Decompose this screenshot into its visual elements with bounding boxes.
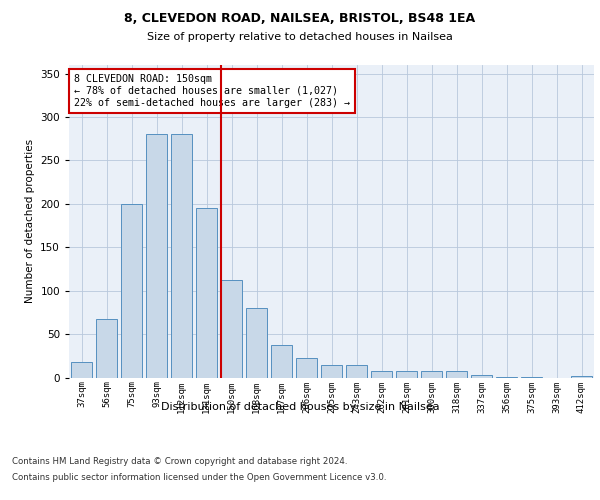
Text: Contains HM Land Registry data © Crown copyright and database right 2024.: Contains HM Land Registry data © Crown c… bbox=[12, 458, 347, 466]
Bar bbox=[471, 375, 492, 378]
Bar bbox=[446, 372, 467, 378]
Bar bbox=[196, 208, 217, 378]
Text: 8, CLEVEDON ROAD, NAILSEA, BRISTOL, BS48 1EA: 8, CLEVEDON ROAD, NAILSEA, BRISTOL, BS48… bbox=[124, 12, 476, 26]
Y-axis label: Number of detached properties: Number of detached properties bbox=[25, 139, 35, 304]
Bar bbox=[296, 358, 317, 378]
Bar bbox=[221, 280, 242, 378]
Text: Distribution of detached houses by size in Nailsea: Distribution of detached houses by size … bbox=[161, 402, 439, 412]
Bar bbox=[571, 376, 592, 378]
Bar bbox=[421, 370, 442, 378]
Bar bbox=[396, 372, 417, 378]
Bar bbox=[521, 376, 542, 378]
Bar bbox=[96, 320, 117, 378]
Bar bbox=[121, 204, 142, 378]
Bar bbox=[71, 362, 92, 378]
Bar bbox=[371, 370, 392, 378]
Bar bbox=[271, 344, 292, 378]
Text: Contains public sector information licensed under the Open Government Licence v3: Contains public sector information licen… bbox=[12, 472, 386, 482]
Bar bbox=[321, 366, 342, 378]
Bar bbox=[246, 308, 267, 378]
Bar bbox=[146, 134, 167, 378]
Bar bbox=[171, 134, 192, 378]
Text: 8 CLEVEDON ROAD: 150sqm
← 78% of detached houses are smaller (1,027)
22% of semi: 8 CLEVEDON ROAD: 150sqm ← 78% of detache… bbox=[74, 74, 350, 108]
Bar bbox=[496, 376, 517, 378]
Text: Size of property relative to detached houses in Nailsea: Size of property relative to detached ho… bbox=[147, 32, 453, 42]
Bar bbox=[346, 366, 367, 378]
